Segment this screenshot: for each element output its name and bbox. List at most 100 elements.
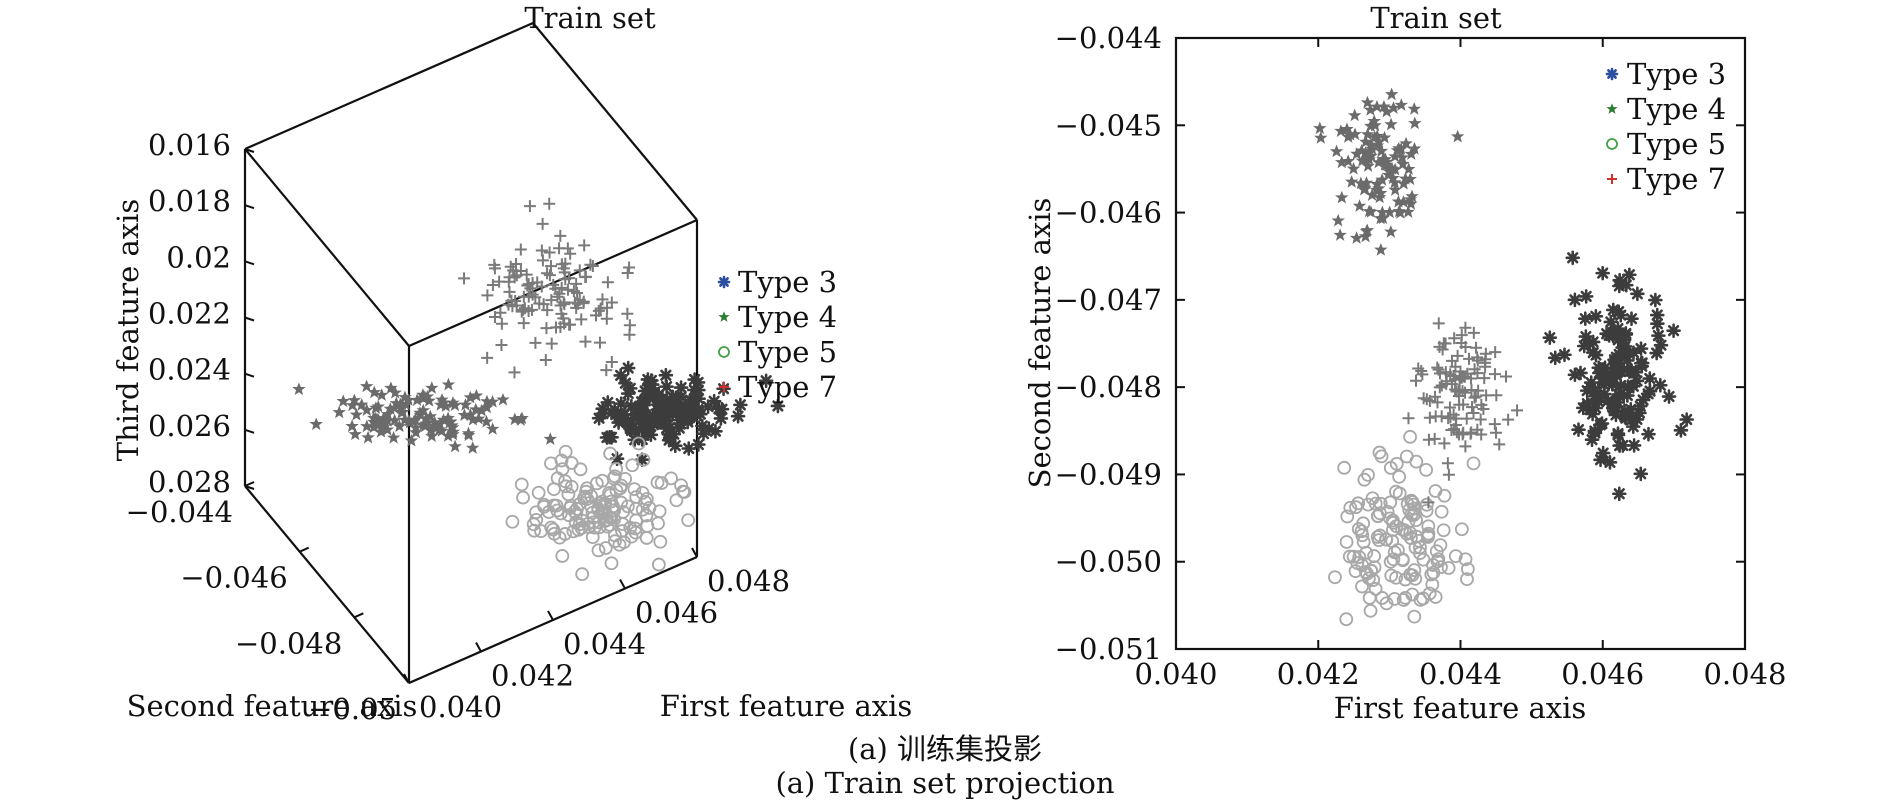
- point-type-7: [1468, 391, 1481, 404]
- point-type-3: [614, 408, 630, 423]
- point-type-3: [1673, 423, 1689, 438]
- z-tick-label: 0.02: [166, 240, 231, 274]
- point-type-7: [540, 322, 553, 335]
- point-type-3: [1588, 388, 1603, 404]
- point-type-3: [654, 414, 669, 429]
- point-type-7: [621, 267, 634, 280]
- point-type-4: [1313, 121, 1327, 135]
- point-type-4: [1360, 95, 1375, 109]
- point-type-7: [1417, 392, 1430, 405]
- point-type-7: [1452, 390, 1465, 403]
- point-type-5: [1407, 609, 1422, 624]
- point-type-3: [621, 416, 636, 431]
- point-type-7: [586, 260, 599, 273]
- point-type-7: [1423, 411, 1436, 424]
- point-type-4: [1407, 102, 1421, 115]
- point-type-7: [1471, 351, 1484, 364]
- point-type-3: [1584, 432, 1600, 447]
- point-type-5: [516, 490, 530, 505]
- point-type-5: [614, 478, 629, 493]
- point-type-5: [529, 512, 544, 527]
- point-type-4: [441, 377, 456, 391]
- point-type-7: [593, 336, 606, 349]
- point-type-7: [543, 246, 556, 259]
- x-tick-label: 0.040: [1134, 657, 1217, 691]
- y-tick-label: −0.046: [180, 561, 287, 595]
- y-tick-label: −0.047: [1055, 283, 1162, 317]
- point-type-5: [1406, 508, 1421, 523]
- point-type-5: [555, 549, 570, 563]
- point-type-3: [1620, 388, 1635, 403]
- point-type-7: [536, 217, 549, 230]
- point-type-5: [1383, 495, 1398, 510]
- point-type-5: [589, 476, 604, 491]
- point-type-7: [488, 310, 501, 323]
- z-tick: [244, 204, 255, 210]
- point-type-7: [537, 298, 550, 311]
- point-type-3: [1624, 412, 1640, 427]
- point-type-4: [448, 439, 462, 453]
- point-type-5: [1359, 545, 1374, 560]
- point-type-3: [1595, 265, 1610, 281]
- point-type-3: [1641, 426, 1656, 442]
- point-type-4: [496, 392, 510, 406]
- point-type-5: [1367, 549, 1381, 563]
- x-tick: [475, 642, 482, 652]
- point-type-7: [601, 301, 614, 314]
- point-type-3: [1633, 341, 1649, 356]
- point-type-3: [1593, 452, 1608, 468]
- point-type-3: [609, 451, 625, 467]
- point-type-5: [1343, 500, 1358, 515]
- z-tick-label: 0.016: [148, 128, 231, 162]
- box-edge: [244, 148, 410, 347]
- point-type-3: [1577, 311, 1593, 326]
- point-type-3: [681, 441, 697, 456]
- point-type-4: [1450, 129, 1465, 143]
- point-type-7: [510, 258, 523, 271]
- point-type-3: [1567, 367, 1583, 383]
- point-type-3: [607, 402, 622, 418]
- point-type-3: [684, 409, 700, 424]
- point-type-7: [1460, 412, 1473, 425]
- point-type-3: [1547, 350, 1563, 366]
- point-type-3: [770, 398, 786, 414]
- z-tick: [244, 485, 255, 490]
- point-type-7: [544, 260, 557, 273]
- point-type-3: [595, 406, 611, 421]
- point-type-7: [508, 366, 521, 379]
- point-type-5: [607, 469, 622, 484]
- point-type-5: [1424, 567, 1439, 582]
- point-type-5: [599, 513, 613, 528]
- point-type-7: [554, 229, 567, 242]
- point-type-7: [535, 244, 548, 257]
- point-type-5: [1428, 484, 1443, 498]
- point-type-3: [604, 430, 619, 445]
- point-type-7: [553, 287, 566, 300]
- point-type-3: [730, 408, 746, 424]
- point-type-7: [1409, 374, 1422, 387]
- x-tick: [403, 673, 410, 684]
- point-type-4: [543, 432, 558, 445]
- point-type-7: [1490, 426, 1503, 439]
- point-type-3: [696, 426, 711, 441]
- point-type-5: [677, 485, 692, 499]
- z-tick-label: 0.022: [148, 297, 231, 331]
- point-type-5: [1356, 516, 1371, 531]
- point-type-3: [672, 412, 688, 428]
- plot-2d-xlabel: First feature axis: [1334, 691, 1587, 725]
- point-type-7: [495, 338, 508, 351]
- point-type-3: [644, 377, 660, 392]
- z-tick: [244, 260, 255, 266]
- point-type-5: [639, 492, 654, 506]
- point-type-3: [1571, 422, 1586, 437]
- figure-caption-cn: (a) 训练集投影: [847, 732, 1043, 766]
- plot-3d-ylabel: Second feature axis: [127, 689, 418, 723]
- point-type-7: [1441, 457, 1454, 470]
- point-type-7: [1493, 438, 1506, 451]
- point-type-3: [1604, 396, 1619, 412]
- point-type-5: [1374, 449, 1389, 464]
- point-type-5: [531, 485, 546, 500]
- plot-3d-ticks: 0.016 0.018 0.02 0.022 0.024 0.026 0.028−0.044…: [126, 128, 790, 726]
- point-type-7: [1467, 326, 1480, 339]
